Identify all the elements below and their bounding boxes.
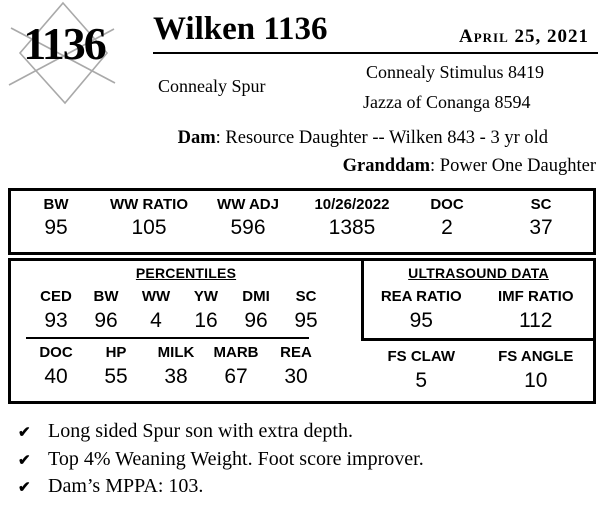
column-header: DOC (430, 196, 464, 213)
cell-value: 10 (524, 369, 548, 392)
column-header: YW (193, 288, 219, 305)
column-header: CED (40, 288, 72, 305)
ultrasound-section: ULTRASOUND DATA REA RATIO IMF RATIO 95 1… (361, 261, 593, 341)
cell-value: 95 (44, 216, 68, 239)
performance-value-row: 95 105 596 1385 2 37 (11, 215, 593, 240)
cell-value: 93 (44, 309, 68, 332)
note-text: Top 4% Weaning Weight. Foot score improv… (48, 447, 424, 470)
cell-value: 1385 (328, 216, 376, 239)
lot-emblem: 1136 (2, 0, 126, 108)
diamond-x-brand-icon (8, 1, 116, 105)
column-header: REA (280, 344, 312, 361)
column-header: REA RATIO (380, 288, 462, 305)
ultrasound-header-row: REA RATIO IMF RATIO (364, 288, 593, 306)
title-underline (153, 52, 598, 54)
foot-score-value-row: 5 10 (364, 368, 593, 393)
column-header: MARB (213, 344, 259, 361)
granddam-text: : Power One Daughter (430, 156, 596, 176)
cell-value: 16 (194, 309, 218, 332)
cell-value: 112 (519, 309, 553, 332)
dam-label: Dam (177, 128, 216, 148)
data-tables: BW WW RATIO WW ADJ 10/26/2022 DOC SC 95 … (8, 188, 596, 404)
checkmark-icon: ✔ (18, 452, 31, 469)
column-header: MILK (157, 344, 195, 361)
column-header: FS CLAW (387, 348, 456, 365)
column-header: DMI (242, 288, 270, 305)
percentiles-section: PERCENTILES CED BW WW YW DMI SC 93 96 4 … (11, 261, 361, 389)
cell-value: 30 (284, 365, 308, 388)
cell-value: 55 (104, 365, 128, 388)
column-header: WW RATIO (109, 196, 189, 213)
note-text: Long sided Spur son with extra depth. (48, 420, 353, 442)
percentiles-header-row: CED BW WW YW DMI SC (31, 288, 331, 306)
sire-sire-name: Connealy Stimulus 8419 (366, 62, 545, 82)
note-item: ✔ Top 4% Weaning Weight. Foot score impr… (18, 448, 424, 472)
column-header: HP (105, 344, 127, 361)
cell-value: 38 (164, 365, 188, 388)
note-item: ✔ Dam’s MPPA: 103. (18, 475, 424, 499)
cell-value: 596 (230, 216, 266, 239)
sire-name: Connealy Spur (158, 76, 266, 96)
cell-value: 96 (94, 309, 118, 332)
percentiles-value-row: 93 96 4 16 96 95 (31, 308, 331, 333)
cell-value: 95 (409, 309, 433, 332)
cell-value: 96 (244, 309, 268, 332)
granddam-line: Granddam: Power One Daughter (343, 156, 596, 177)
column-header: SC (295, 288, 317, 305)
performance-table: BW WW RATIO WW ADJ 10/26/2022 DOC SC 95 … (8, 188, 596, 255)
foot-score-header-row: FS CLAW FS ANGLE (364, 348, 593, 366)
cell-value: 105 (131, 216, 167, 239)
cell-value: 95 (294, 309, 318, 332)
cell-value: 4 (150, 309, 162, 332)
sale-date: April 25, 2021 (458, 26, 589, 47)
column-header: BW (93, 288, 119, 305)
note-item: ✔ Long sided Spur son with extra depth. (18, 420, 424, 444)
column-header: FS ANGLE (498, 348, 574, 365)
percentiles-title: PERCENTILES (135, 265, 237, 281)
column-header: WW (141, 288, 171, 305)
sale-notes: ✔ Long sided Spur son with extra depth. … (18, 420, 424, 503)
cell-value: 5 (415, 369, 428, 392)
ultrasound-value-row: 95 112 (364, 308, 593, 333)
epd-value-row: 40 55 38 67 30 (26, 364, 326, 389)
lot-number: 1136 (23, 18, 106, 69)
cell-value: 37 (529, 216, 553, 239)
column-header: DOC (39, 344, 73, 361)
dam-line: Dam: Resource Daughter -- Wilken 843 - 3… (178, 128, 548, 149)
checkmark-icon: ✔ (18, 480, 31, 496)
column-header: IMF RATIO (497, 288, 574, 305)
column-header: WW ADJ (217, 196, 279, 213)
cell-value: 2 (441, 216, 453, 239)
foot-score-section: FS CLAW FS ANGLE 5 10 (364, 346, 593, 393)
granddam-label: Granddam (342, 156, 431, 176)
column-header: 10/26/2022 (314, 196, 390, 213)
dam-text: : Resource Daughter -- Wilken 843 - 3 yr… (215, 128, 548, 148)
section-divider (26, 337, 309, 339)
column-header: BW (43, 196, 69, 213)
cell-value: 67 (224, 365, 248, 388)
epd-ultrasound-table: PERCENTILES CED BW WW YW DMI SC 93 96 4 … (8, 258, 596, 404)
performance-header-row: BW WW RATIO WW ADJ 10/26/2022 DOC SC (11, 196, 593, 214)
checkmark-icon: ✔ (18, 425, 31, 441)
column-header: SC (530, 196, 552, 213)
page-title: Wilken 1136 (153, 11, 328, 47)
ultrasound-title: ULTRASOUND DATA (408, 265, 549, 281)
note-text: Dam’s MPPA: 103. (48, 475, 204, 497)
epd-header-row: DOC HP MILK MARB REA (26, 344, 326, 362)
sire-dam-name: Jazza of Conanga 8594 (363, 92, 531, 112)
cell-value: 40 (44, 365, 68, 388)
